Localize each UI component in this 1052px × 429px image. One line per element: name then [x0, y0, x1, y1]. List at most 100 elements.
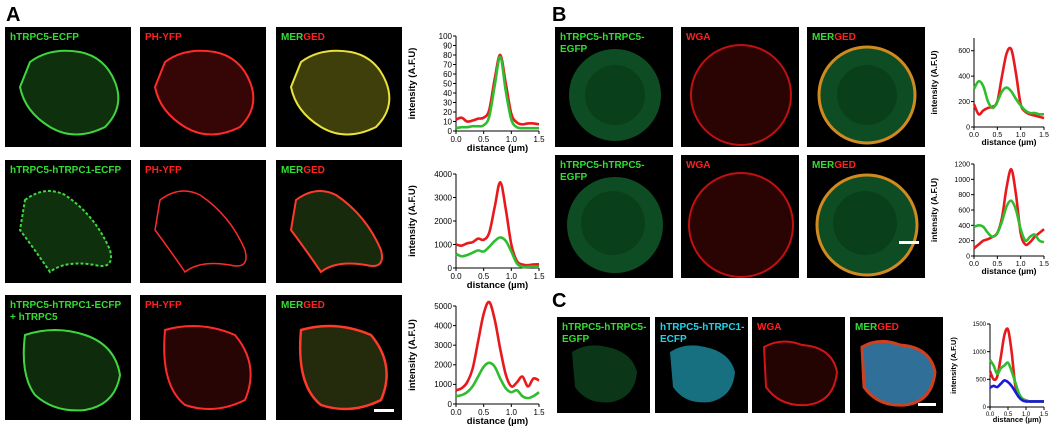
y-tick-label: 1000 [954, 177, 970, 184]
series-line-1 [973, 199, 1045, 244]
y-tick-label: 60 [443, 70, 452, 79]
y-tick-label: 600 [958, 48, 970, 55]
micrograph-b2-red: WGA [681, 155, 799, 278]
cell-outline [289, 49, 391, 136]
x-tick-label: 1.0 [1016, 132, 1026, 139]
y-tick-label: 1500 [973, 322, 987, 328]
x-tick-label: 0.0 [986, 412, 995, 418]
scale-bar [899, 241, 919, 244]
cell-outline [670, 345, 735, 403]
y-axis-label: intensity (A.F.U) [929, 50, 939, 114]
micrograph-c-green: hTRPC5-hTRPC5- EGFP [557, 317, 650, 413]
series-line-2 [989, 379, 1044, 403]
label-green: hTRPC5-hTRPC1-ECFP + hTRPC5 [10, 300, 122, 323]
panel-letter-b: B [552, 4, 567, 26]
x-tick-label: 1.5 [533, 272, 545, 281]
x-axis-label: distance (µm) [467, 143, 528, 153]
label-merged-b: GED [303, 300, 325, 311]
x-tick-label: 1.0 [1016, 261, 1026, 268]
cell-outline [815, 173, 919, 277]
series-line-0 [455, 300, 540, 392]
x-axis-label: distance (µm) [467, 280, 528, 290]
y-tick-label: 50 [443, 79, 452, 88]
y-tick-label: 3000 [434, 341, 452, 350]
micrograph-a1-green: hTRPC5-ECFP [5, 27, 131, 147]
y-tick-label: 0 [966, 124, 970, 131]
y-tick-label: 0 [448, 264, 453, 273]
x-tick-label: 1.5 [1040, 412, 1049, 418]
panel-letter-a: A [6, 4, 21, 26]
y-tick-label: 4000 [434, 321, 452, 330]
series-line-0 [972, 46, 1045, 120]
label-merged-a: MER [855, 322, 878, 333]
y-tick-label: 20 [443, 108, 452, 117]
label-green: hTRPC5-ECFP [10, 32, 79, 43]
label-merged-b: GED [834, 32, 856, 43]
micrograph-a1-merged: MERGED [276, 27, 402, 147]
label-green: hTRPC5-hTRPC1-ECFP [10, 165, 122, 176]
series-line-1 [455, 236, 540, 269]
label-merged: MERGED [855, 322, 899, 334]
micrograph-b1-merged: MERGED [807, 27, 925, 147]
y-tick-label: 200 [958, 238, 970, 245]
x-tick-label: 0.5 [478, 272, 490, 281]
cell-outline [298, 324, 388, 411]
y-axis-label: intensity (A.F.U) [949, 337, 958, 394]
cell-outline [153, 49, 255, 136]
label-red: PH-YFP [145, 165, 182, 176]
cell-outline [860, 340, 937, 407]
y-axis-label: intensity (A.F.U) [407, 319, 418, 391]
x-tick-label: 1.0 [506, 408, 518, 417]
label-merged-b: GED [877, 322, 899, 333]
cell-outline [567, 177, 663, 273]
y-tick-label: 3000 [434, 193, 452, 202]
x-tick-label: 1.5 [1039, 261, 1049, 268]
label-merged: MERGED [281, 165, 325, 177]
y-tick-label: 0 [448, 127, 453, 136]
y-tick-label: 70 [443, 60, 452, 69]
y-axis-label: intensity (A.F.U) [929, 178, 939, 242]
x-tick-label: 1.0 [506, 272, 518, 281]
micrograph-b1-green: hTRPC5-hTRPC5- EGFP [555, 27, 673, 147]
label-merged: MERGED [812, 160, 856, 172]
x-tick-label: 0.5 [478, 408, 490, 417]
y-tick-label: 800 [958, 192, 970, 199]
label-merged: MERGED [281, 300, 325, 312]
label-green: hTRPC5-hTRPC5- EGFP [560, 32, 645, 55]
x-axis-label: distance (µm) [982, 266, 1037, 276]
cell-outline [762, 340, 839, 407]
cell-outline [817, 45, 917, 145]
micrograph-c-cyan: hTRPC5-hTRPC1- ECFP [655, 317, 748, 413]
cell-outline [154, 190, 247, 274]
y-tick-label: 600 [958, 207, 970, 214]
label-cyan: hTRPC5-hTRPC1- ECFP [660, 322, 745, 345]
y-tick-label: 40 [443, 89, 452, 98]
label-red: WGA [686, 160, 711, 171]
micrograph-a3-merged: MERGED [276, 295, 402, 420]
x-axis-label: distance (µm) [467, 416, 528, 426]
y-tick-label: 90 [443, 41, 452, 50]
micrograph-b1-red: WGA [681, 27, 799, 147]
x-tick-label: 0.5 [1004, 412, 1013, 418]
micrograph-b2-green: hTRPC5-hTRPC5- EGFP [555, 155, 673, 278]
scale-bar [918, 403, 936, 406]
y-tick-label: 1200 [954, 161, 970, 168]
label-merged-a: MER [281, 165, 304, 176]
y-axis-label: intensity (A.F.U) [407, 48, 418, 120]
x-tick-label: 0.0 [450, 272, 462, 281]
y-tick-label: 100 [439, 32, 453, 41]
scale-bar [374, 409, 394, 412]
x-tick-label: 1.0 [506, 135, 518, 144]
x-tick-label: 1.5 [533, 135, 545, 144]
label-green: hTRPC5-hTRPC5- EGFP [562, 322, 647, 345]
cell-outline [18, 49, 120, 136]
label-red: WGA [757, 322, 782, 333]
label-merged-a: MER [812, 160, 835, 171]
micrograph-c-merged: MERGED [850, 317, 943, 413]
panel-letter-c: C [552, 290, 567, 312]
y-tick-label: 0 [966, 253, 970, 260]
label-merged: MERGED [281, 32, 325, 44]
line-plot-a3: 0 1000 2000 3000 4000 5000 0.0 0.5 1.0 1.5 distanc… [407, 300, 545, 426]
y-tick-label: 80 [443, 51, 452, 60]
